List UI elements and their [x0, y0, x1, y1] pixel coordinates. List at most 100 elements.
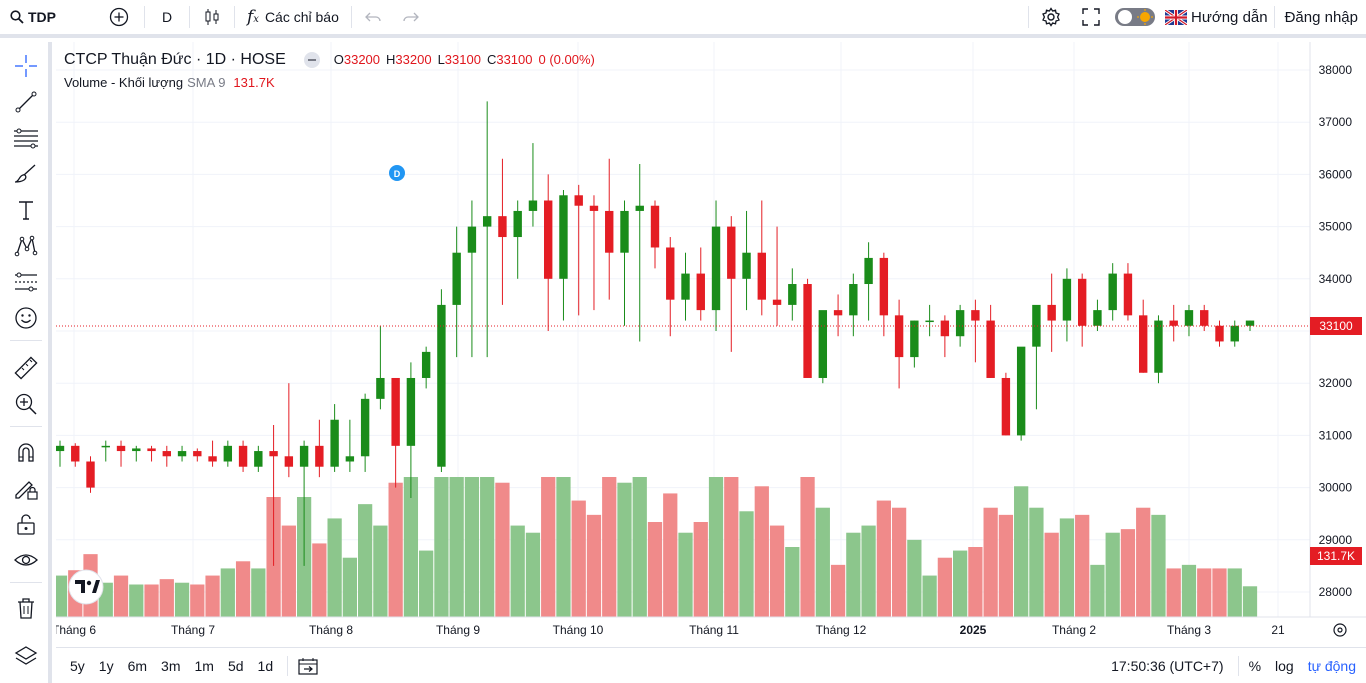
candle-body	[116, 445, 126, 452]
price-chart[interactable]: 3800037000360003500034000330003200031000…	[56, 42, 1366, 643]
range-5d[interactable]: 5d	[227, 657, 244, 674]
guide-button[interactable]: Hướng dẫn	[1159, 0, 1268, 34]
object-tree-tool[interactable]	[10, 640, 42, 672]
bottom-toolbar: 5y 1y 6m 3m 1m 5d 1d 17:50:36 (UTC+7) % …	[56, 647, 1366, 683]
interval-button[interactable]: D	[147, 0, 187, 34]
settings-button[interactable]	[1031, 0, 1071, 34]
open-value: 33200	[343, 52, 381, 67]
candle-body	[467, 226, 477, 253]
trend-line-icon	[15, 91, 37, 113]
candle-body	[284, 456, 294, 467]
chart-type-button[interactable]	[192, 0, 232, 34]
magnet-tool[interactable]	[10, 436, 42, 468]
volume-bar	[739, 511, 754, 617]
top-toolbar: TDP D fx Các chỉ báo Hướng dẫn Đăng nhập	[0, 0, 1366, 38]
search-icon	[10, 10, 24, 24]
volume-bar	[1029, 507, 1044, 617]
log-toggle[interactable]: log	[1275, 657, 1294, 674]
redo-button[interactable]	[392, 0, 430, 34]
candle-body	[864, 257, 873, 285]
volume-bar	[1105, 532, 1120, 617]
volume-bar	[876, 500, 891, 617]
volume-bar	[373, 525, 388, 617]
candle-body	[452, 252, 461, 305]
candle-body	[1184, 310, 1194, 326]
candle-body	[711, 226, 721, 311]
auto-scale-toggle[interactable]: tự động	[1307, 657, 1356, 674]
time-axis-settings-button[interactable]	[1333, 623, 1347, 637]
fullscreen-button[interactable]	[1071, 0, 1111, 34]
forecast-tool[interactable]	[10, 266, 42, 298]
clock[interactable]: 17:50:36 (UTC+7)	[1111, 657, 1224, 674]
time-tick-label: Tháng 12	[816, 623, 867, 637]
candle-body	[238, 445, 248, 467]
dividend-marker[interactable]: D	[389, 165, 405, 181]
date-range-divider	[287, 655, 289, 676]
volume-bars	[56, 477, 1258, 617]
volume-bar	[1242, 586, 1258, 617]
volume-bar	[281, 525, 296, 617]
go-to-date-button[interactable]	[298, 657, 318, 675]
candle-body	[757, 252, 766, 300]
volume-legend-row[interactable]: Volume - Khối lượng SMA 9 131.7K	[64, 71, 595, 94]
pattern-tool[interactable]	[10, 230, 42, 262]
collapse-legend-icon[interactable]	[303, 51, 320, 68]
hide-drawings-tool[interactable]	[10, 544, 42, 576]
candle-body	[482, 216, 492, 227]
percent-toggle[interactable]: %	[1248, 657, 1262, 674]
volume-bar	[129, 584, 144, 617]
candle-body	[666, 247, 675, 300]
volume-bar	[525, 532, 541, 617]
fib-retracement-tool[interactable]	[10, 122, 42, 154]
volume-bar	[1151, 514, 1166, 617]
volume-bar	[312, 543, 327, 617]
trend-line-tool[interactable]	[10, 86, 42, 118]
range-6m[interactable]: 6m	[127, 657, 148, 674]
volume-bar	[800, 477, 815, 617]
volume-bar	[1197, 568, 1212, 617]
range-1m[interactable]: 1m	[194, 657, 214, 674]
candle-body	[971, 310, 980, 321]
range-5y[interactable]: 5y	[70, 657, 85, 674]
volume-bar	[1044, 532, 1059, 617]
chart-legend: CTCP Thuận Đức · 1D · HOSE O 33200 H 33200…	[64, 48, 595, 94]
candle-body	[589, 205, 599, 211]
login-button[interactable]: Đăng nhập	[1277, 0, 1366, 34]
lock-all-drawings-tool[interactable]	[10, 508, 42, 540]
crosshair-tool[interactable]	[10, 50, 42, 82]
emoji-tool[interactable]	[10, 302, 42, 334]
volume-bar	[205, 575, 220, 617]
candle-body	[421, 351, 431, 378]
candle-body	[910, 320, 919, 358]
range-1d[interactable]: 1d	[257, 657, 274, 674]
zoom-tool[interactable]	[10, 388, 42, 420]
remove-drawings-tool[interactable]	[10, 592, 42, 624]
brush-tool[interactable]	[10, 158, 42, 190]
range-1y[interactable]: 1y	[98, 657, 114, 674]
symbol-search-button[interactable]: TDP	[10, 0, 102, 34]
time-tick-label: Tháng 9	[436, 623, 480, 637]
time-axis[interactable]: Tháng 6 Tháng 7 Tháng 8 Tháng 9 Tháng 10 Thán…	[56, 623, 1285, 637]
interval-label: D	[161, 9, 173, 25]
volume-bar	[922, 575, 937, 617]
divider	[10, 426, 42, 427]
indicators-button[interactable]: fx Các chỉ báo	[237, 0, 349, 34]
undo-button[interactable]	[354, 0, 392, 34]
tradingview-logo[interactable]	[68, 569, 104, 605]
candle-body	[1154, 320, 1163, 373]
measure-tool[interactable]	[10, 352, 42, 384]
compare-symbol-button[interactable]	[102, 0, 136, 34]
symbol-legend-row[interactable]: CTCP Thuận Đức · 1D · HOSE O 33200 H 33200…	[64, 48, 595, 71]
candle-body	[788, 284, 797, 305]
volume-bar	[159, 579, 174, 617]
divider	[234, 6, 235, 28]
text-tool[interactable]	[10, 194, 42, 226]
price-axis[interactable]: 3800037000360003500034000330003200031000…	[1319, 63, 1353, 599]
lock-drawing-mode-tool[interactable]	[10, 472, 42, 504]
volume-bar	[495, 482, 510, 617]
chart-area[interactable]: 3800037000360003500034000330003200031000…	[56, 42, 1366, 643]
range-3m[interactable]: 3m	[161, 657, 181, 674]
trash-icon	[18, 598, 34, 619]
volume-bar	[556, 477, 571, 617]
theme-toggle[interactable]	[1111, 0, 1159, 34]
